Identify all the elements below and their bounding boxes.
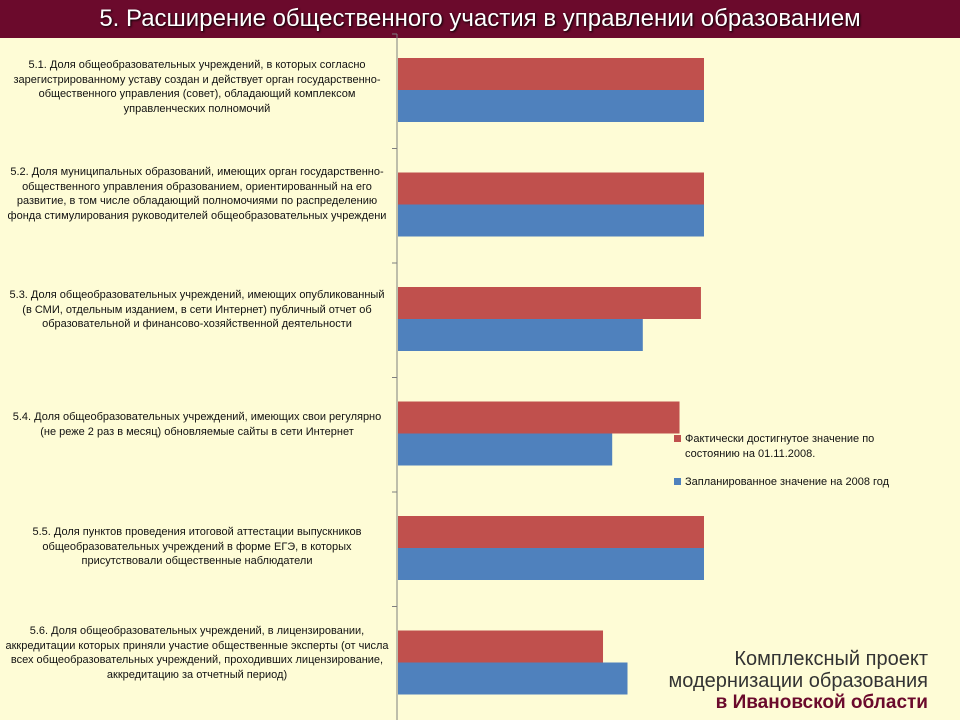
- title-bar: 5. Расширение общественного участия в уп…: [0, 0, 960, 38]
- legend-actual-label: Фактически достигнутое значение по состоя…: [685, 433, 874, 460]
- footer-caption: Комплексный проект модернизации образова…: [568, 648, 928, 714]
- category-label-6: 5.6. Доля общеобразовательных учреждений…: [5, 625, 389, 681]
- category-label-1: 5.1. Доля общеобразовательных учреждений…: [13, 59, 381, 115]
- footer-line-2: модернизации образования: [668, 670, 928, 692]
- bar-planned-2: [398, 204, 704, 237]
- footer-line-3: в Ивановской области: [715, 692, 928, 713]
- bar-planned-6: [398, 662, 628, 695]
- bar-actual-5: [398, 516, 704, 548]
- legend-planned-label: Запланированное значение на 2008 год: [685, 476, 890, 488]
- legend-planned-swatch: [674, 478, 681, 485]
- bar-planned-3: [398, 319, 643, 351]
- legend-actual-swatch: [674, 435, 681, 442]
- bar-actual-2: [398, 172, 704, 205]
- bar-actual-4: [398, 401, 680, 434]
- category-label-2: 5.2. Доля муниципальных образований, име…: [7, 166, 387, 222]
- category-label-5: 5.5. Доля пунктов проведения итоговой ат…: [32, 526, 362, 567]
- page-title: 5. Расширение общественного участия в уп…: [99, 5, 861, 32]
- bar-planned-1: [398, 90, 704, 122]
- bar-actual-6: [398, 630, 604, 663]
- footer-line-1: Комплексный проект: [734, 648, 928, 670]
- category-label-3: 5.3. Доля общеобразовательных учреждений…: [9, 289, 385, 330]
- category-label-4: 5.4. Доля общеобразовательных учреждений…: [12, 411, 382, 438]
- bar-actual-1: [398, 58, 704, 90]
- bar-planned-5: [398, 548, 704, 580]
- bar-planned-4: [398, 433, 613, 466]
- bar-actual-3: [398, 287, 701, 319]
